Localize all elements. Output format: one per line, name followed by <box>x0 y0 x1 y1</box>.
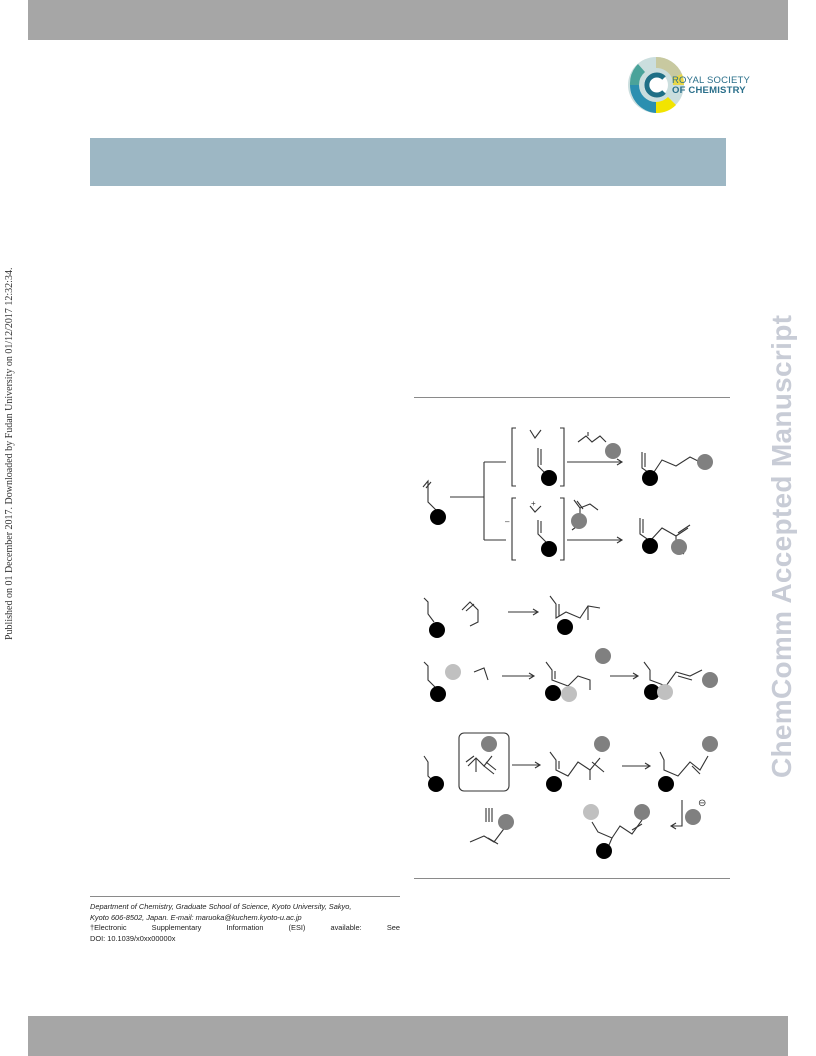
logo-line2: OF CHEMISTRY <box>672 85 746 96</box>
esi-word: †Electronic <box>90 923 127 932</box>
top-gray-bar <box>28 0 788 40</box>
logo-line1: ROYAL SOCIETY <box>672 75 751 86</box>
accepted-manuscript-watermark: ChemComm Accepted Manuscript <box>766 314 797 778</box>
esi-word: available: <box>330 923 362 932</box>
rsc-logo-icon <box>628 56 685 114</box>
plus-charge-label: + <box>531 499 536 508</box>
article-header-band <box>90 138 726 186</box>
scheme-bottom-rule <box>414 878 730 879</box>
logo-text: ROYAL SOCIETY OF CHEMISTRY <box>672 76 750 96</box>
anion-charge-label: ⊖ <box>698 798 706 809</box>
esi-line: †Electronic Supplementary Information (E… <box>90 923 400 934</box>
minus-charge-label: – <box>505 517 510 526</box>
footnote-rule <box>90 896 400 897</box>
reaction-scheme: + – ⊖ <box>422 427 718 859</box>
affiliation-line-1: Department of Chemistry, Graduate School… <box>90 902 352 911</box>
esi-word: Supplementary <box>151 923 202 932</box>
esi-word: Information <box>226 923 264 932</box>
footnotes: Department of Chemistry, Graduate School… <box>90 902 400 944</box>
esi-word: (ESI) <box>288 923 306 932</box>
bottom-gray-bar <box>28 1016 788 1056</box>
affiliation-line-2: Kyoto 606-8502, Japan. E-mail: maruoka@k… <box>90 912 302 922</box>
doi-line: DOI: 10.1039/x0xx00000x <box>90 933 176 943</box>
published-side-note: Published on 01 December 2017. Downloade… <box>4 267 15 640</box>
esi-word: See <box>386 923 400 932</box>
scheme-top-rule <box>414 397 730 398</box>
